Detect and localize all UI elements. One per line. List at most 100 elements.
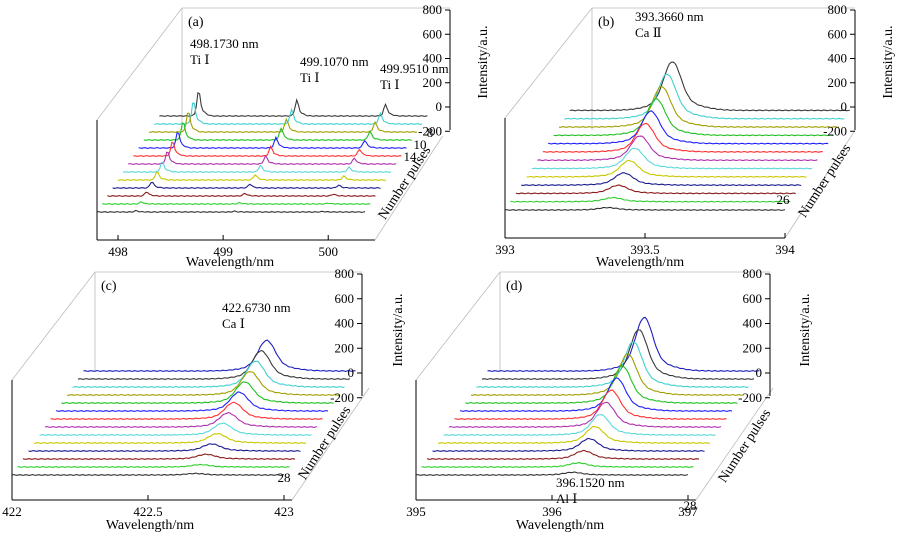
spectrum-series-13	[569, 61, 850, 112]
y-tick-label: 800	[423, 2, 443, 17]
peak-species-label: Ca Ⅱ	[635, 25, 662, 40]
y-tick-label: 200	[423, 75, 443, 90]
y-tick-label: 0	[841, 99, 848, 114]
x-tick-label: 500	[318, 244, 338, 259]
panel-a: 498 499 500 800 600 400 200 0 -200 Wavelength/nm I…	[96, 2, 491, 270]
panel-d: 395 396 397 800 600 400 200 0 -200 Wavelength/nm I…	[406, 266, 813, 533]
x-tick-label: 396	[542, 504, 562, 519]
y-tick-label: -200	[738, 390, 762, 405]
spectrum-series-9	[55, 391, 329, 412]
x-tick-label: 498	[108, 244, 128, 259]
panel-b: 393 393.5 394 800 600 400 200 0 -200 Wavelength/n…	[495, 2, 896, 270]
spectrum-series-2	[510, 196, 791, 203]
spectrum-series-9	[138, 131, 407, 149]
side-wall-edge	[504, 7, 593, 119]
z-axis	[784, 129, 856, 239]
y-tick-label: 0	[756, 365, 763, 380]
x-tick-label: 423	[274, 504, 294, 519]
pulse-count-label: 28	[278, 470, 291, 485]
spectrum-series-10	[465, 365, 738, 404]
x-tick-label: 393.5	[630, 242, 659, 257]
spectrum-series-4	[521, 172, 802, 187]
spectrum-series-6	[531, 147, 813, 170]
side-wall-edge	[415, 271, 501, 381]
y-tick-label: 200	[743, 340, 763, 355]
panel-c: 422 422.5 423 800 600 400 200 0 -200 Wavelength/n…	[2, 266, 406, 533]
y-tick-label: 600	[423, 26, 443, 41]
pulse-count-label: 8	[427, 125, 434, 140]
spectrum-series-12	[564, 73, 845, 120]
spectrum-series-5	[33, 433, 307, 444]
y-axis-label: Intensity/a.u.	[391, 293, 406, 366]
spectrum-series-11	[66, 371, 339, 396]
y-tick-label: 600	[335, 291, 355, 306]
x-axis-label: Wavelength/nm	[106, 518, 194, 533]
side-wall-edge	[11, 271, 96, 381]
spectrum-series-12	[476, 341, 749, 388]
spectrum-series-5	[526, 159, 807, 178]
spectrum-series-2	[17, 463, 290, 468]
spectrum-series-7	[448, 401, 722, 428]
pulse-count-label: 10	[414, 137, 427, 152]
y-tick-label: 200	[335, 340, 355, 355]
peak-wavelength-label: 499.9510 nm	[380, 61, 449, 76]
spectrum-series-11	[470, 353, 743, 396]
y-tick-label: 400	[828, 51, 848, 66]
spectrum-series-2	[102, 201, 371, 205]
spectrum-series-1	[415, 471, 689, 476]
x-tick-label: 499	[213, 244, 233, 259]
side-wall-edge	[96, 7, 183, 121]
y-tick-label: -200	[823, 123, 847, 138]
y-axis-label: Intensity/a.u.	[798, 293, 813, 366]
spectrum-series-6	[39, 422, 312, 436]
peak-species-label: Ti Ⅰ	[190, 52, 209, 67]
spectrum-series-3	[107, 191, 376, 197]
y-tick-label: 400	[743, 316, 763, 331]
peak-wavelength-label: 422.6730 nm	[222, 300, 291, 315]
x-axis-label: Wavelength/nm	[186, 255, 274, 270]
spectrum-series-7	[44, 412, 318, 428]
peak-species-label: Al Ⅰ	[556, 491, 577, 506]
x-tick-label: 393	[495, 242, 515, 257]
y-tick-label: 600	[743, 291, 763, 306]
spectrum-series-9	[459, 377, 733, 412]
pulse-count-label: 26	[777, 192, 791, 207]
spectrum-series-6	[122, 161, 392, 173]
y-axis-label: Intensity/a.u.	[881, 25, 896, 98]
spectrum-series-1	[504, 206, 786, 211]
x-tick-label: 422	[2, 504, 22, 519]
pulse-count-label: 14	[404, 149, 418, 164]
x-axis-label: Wavelength/nm	[516, 518, 604, 533]
spectrum-series-3	[515, 184, 796, 195]
spectrum-series-3	[426, 449, 700, 460]
spectrum-series-3	[22, 453, 296, 460]
spectrum-series-8	[454, 389, 727, 420]
spectrum-series-7	[537, 135, 818, 162]
x-axis-label: Wavelength/nm	[596, 255, 684, 270]
y-tick-label: 800	[828, 2, 848, 17]
spectrum-series-13	[77, 349, 351, 380]
y-axis-label: Intensity/a.u.	[476, 25, 491, 98]
x-tick-label: 422.5	[133, 504, 162, 519]
spectrum-series-9	[548, 110, 829, 145]
y-tick-label: 0	[436, 99, 443, 114]
x-tick-label: 395	[406, 504, 426, 519]
spectrum-series-12	[154, 102, 423, 125]
peak-wavelength-label: 498.1730 nm	[190, 36, 259, 51]
peak-wavelength-label: 396.1520 nm	[556, 475, 625, 490]
spectrum-series-4	[432, 437, 705, 452]
peak-wavelength-label: 499.1070 nm	[300, 54, 369, 69]
spectrum-series-12	[72, 360, 345, 388]
y-tick-label: 800	[335, 266, 355, 281]
panel-letter: (d)	[506, 279, 523, 294]
spectrum-series-4	[28, 443, 301, 452]
y-tick-label: -200	[330, 390, 354, 405]
y-tick-label: 400	[423, 51, 443, 66]
spectrum-series-8	[50, 401, 323, 420]
y-tick-label: 600	[828, 26, 848, 41]
peak-species-label: Ti Ⅰ	[300, 70, 319, 85]
panel-letter: (b)	[598, 15, 615, 30]
spectrum-series-10	[553, 98, 834, 137]
spectrum-series-2	[421, 462, 694, 468]
